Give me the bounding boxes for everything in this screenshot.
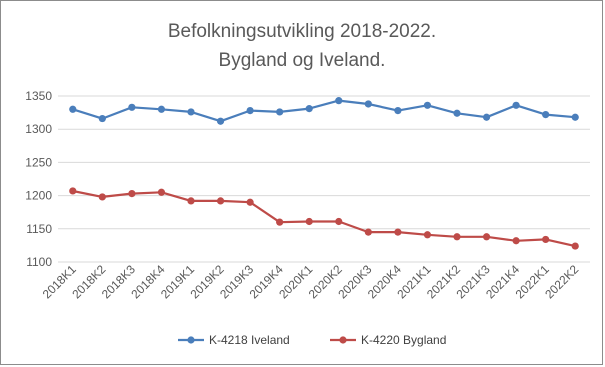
legend-label: K-4218 Iveland xyxy=(209,333,290,347)
data-point xyxy=(246,107,254,115)
data-point xyxy=(305,105,313,113)
data-point xyxy=(512,237,520,245)
data-point xyxy=(482,113,491,121)
data-point xyxy=(512,101,520,109)
data-point xyxy=(394,107,402,115)
y-tick-label: 1350 xyxy=(25,89,52,103)
data-point xyxy=(216,117,225,125)
data-point xyxy=(482,233,491,241)
y-tick-label: 1250 xyxy=(25,155,52,169)
series-2 xyxy=(69,187,579,250)
data-point xyxy=(246,198,254,206)
chart-subtitle: Bygland og Iveland. xyxy=(219,50,386,71)
legend-item: K-4220 Bygland xyxy=(330,333,446,347)
data-point xyxy=(69,105,77,113)
data-point xyxy=(128,190,136,198)
data-point xyxy=(157,105,166,113)
data-point xyxy=(305,217,313,226)
data-point xyxy=(542,110,550,119)
data-point xyxy=(394,228,402,236)
data-point xyxy=(157,188,166,196)
data-point xyxy=(335,97,343,105)
legend-marker xyxy=(187,336,195,344)
series-line xyxy=(72,99,576,123)
legend-marker xyxy=(339,336,347,344)
data-point xyxy=(276,108,284,116)
series-line xyxy=(72,189,576,248)
data-point xyxy=(69,187,77,195)
y-tick-label: 1200 xyxy=(25,189,52,203)
chart-title: Befolkningsutvikling 2018-2022. xyxy=(168,21,436,42)
y-tick-label: 1100 xyxy=(26,255,52,269)
data-point xyxy=(128,103,136,111)
data-point xyxy=(364,100,372,108)
legend-item: K-4218 Iveland xyxy=(178,333,290,347)
data-point xyxy=(187,108,195,116)
data-point xyxy=(423,231,432,239)
data-point xyxy=(187,197,195,205)
data-point xyxy=(216,197,225,205)
data-point xyxy=(571,242,579,250)
data-point xyxy=(571,113,579,121)
data-point xyxy=(335,217,343,226)
data-point xyxy=(98,114,106,123)
data-point xyxy=(423,101,432,109)
data-point xyxy=(98,193,106,201)
data-point xyxy=(542,235,550,244)
data-point xyxy=(453,109,461,117)
series-1 xyxy=(69,97,579,125)
data-point xyxy=(453,233,461,241)
y-tick-label: 1150 xyxy=(26,222,52,236)
data-point xyxy=(364,228,372,236)
y-tick-label: 1300 xyxy=(25,122,52,136)
x-tick-label: 2022K2 xyxy=(542,262,581,301)
legend-label: K-4220 Bygland xyxy=(361,333,446,347)
data-point xyxy=(276,218,284,226)
